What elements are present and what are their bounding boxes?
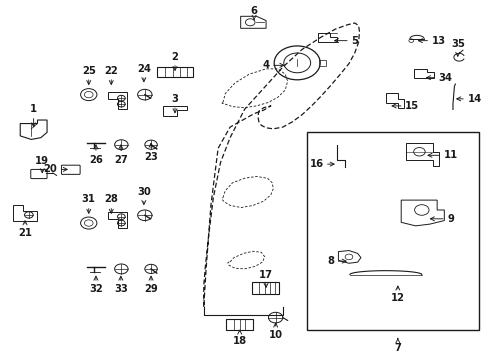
Text: 4: 4 [262, 60, 283, 70]
Bar [318, 60, 325, 66]
Text: 30: 30 [137, 187, 150, 204]
Text: 2: 2 [171, 51, 178, 70]
Text: 25: 25 [81, 66, 96, 85]
Text: 6: 6 [250, 6, 257, 20]
Bar [157, 67, 193, 77]
Text: 14: 14 [456, 94, 481, 104]
Bar [306, 132, 478, 330]
Text: 31: 31 [81, 194, 96, 213]
Text: 24: 24 [137, 64, 151, 82]
Text: 13: 13 [418, 36, 445, 46]
Text: 10: 10 [268, 323, 282, 340]
Text: 26: 26 [89, 145, 102, 165]
Text: 23: 23 [144, 143, 158, 162]
Text: 17: 17 [259, 270, 272, 287]
Text: 32: 32 [89, 276, 102, 294]
Text: 28: 28 [104, 194, 118, 213]
Text: 22: 22 [104, 66, 118, 85]
Text: 27: 27 [114, 145, 127, 165]
Text: 8: 8 [326, 256, 346, 266]
Text: 34: 34 [426, 73, 451, 83]
Text: 20: 20 [43, 165, 67, 174]
Text: 12: 12 [390, 286, 404, 303]
Text: 9: 9 [429, 214, 453, 224]
Text: 5: 5 [334, 36, 358, 46]
Bar [226, 319, 252, 330]
Text: 19: 19 [35, 156, 49, 173]
Text: 3: 3 [171, 94, 178, 113]
Text: 21: 21 [18, 221, 32, 238]
Text: 11: 11 [427, 150, 457, 160]
Bar [251, 282, 279, 294]
Text: 15: 15 [391, 101, 418, 111]
Text: 29: 29 [144, 276, 158, 294]
Text: 1: 1 [30, 104, 37, 127]
Text: 7: 7 [394, 338, 401, 352]
Text: 33: 33 [114, 276, 127, 294]
Text: 18: 18 [232, 330, 246, 346]
Text: 16: 16 [309, 159, 333, 169]
Text: 35: 35 [450, 39, 464, 56]
